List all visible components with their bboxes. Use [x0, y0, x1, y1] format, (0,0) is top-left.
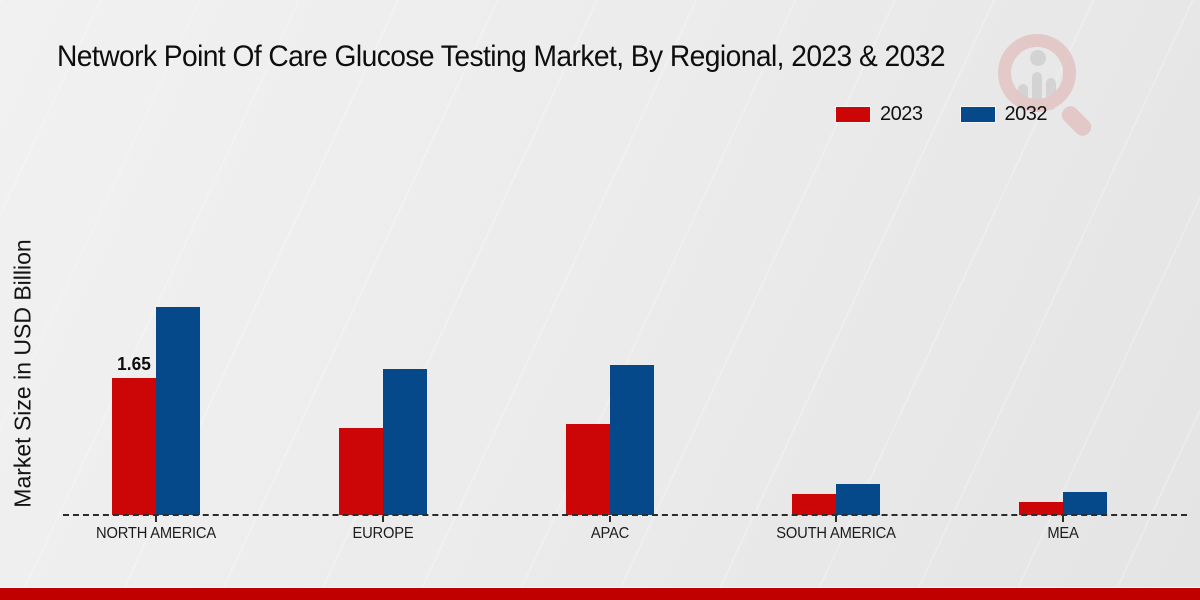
bar-2023-europe [338, 428, 383, 515]
x-axis-tick-mea [1062, 516, 1064, 522]
legend-item-2023: 2023 [836, 103, 923, 126]
legend-item-2032: 2032 [960, 103, 1048, 126]
bar-2023-south-america [792, 494, 837, 515]
bar-2032-europe [382, 369, 427, 515]
x-axis-tick-europe [381, 516, 384, 522]
x-axis-tick-apac [608, 516, 611, 522]
chart-title: Network Point Of Care Glucose Testing Ma… [57, 40, 946, 73]
category-label-north-america: NORTH AMERICA [96, 525, 216, 542]
magnifier-chart-watermark-icon [990, 32, 1110, 157]
legend: 2023 2032 [836, 103, 1047, 126]
legend-label-2032: 2032 [1004, 103, 1048, 125]
footer-accent-band [0, 587, 1200, 600]
bar-2032-north-america [156, 307, 200, 515]
category-label-south-america: SOUTH AMERICA [776, 525, 897, 542]
category-label-apac: APAC [590, 525, 629, 542]
bar-2032-apac [609, 365, 654, 515]
category-label-mea: MEA [1047, 525, 1079, 542]
bar-2032-mea [1063, 492, 1107, 515]
legend-swatch-2023-icon [836, 107, 870, 122]
bar-2023-apac [565, 424, 610, 515]
bar-2032-south-america [836, 484, 881, 515]
bar-value-label-north-america: 1.65 [117, 354, 151, 374]
category-label-europe: EUROPE [352, 525, 414, 542]
legend-label-2023: 2023 [880, 103, 923, 125]
bar-2023-north-america [112, 378, 156, 515]
legend-swatch-2032-icon [960, 107, 995, 122]
y-axis-label: Market Size in USD Billion [9, 239, 36, 508]
bar-2023-mea [1019, 502, 1063, 515]
zero-baseline [63, 514, 1187, 516]
x-axis-tick-north-america [155, 516, 157, 522]
x-axis-tick-south-america [835, 516, 838, 522]
